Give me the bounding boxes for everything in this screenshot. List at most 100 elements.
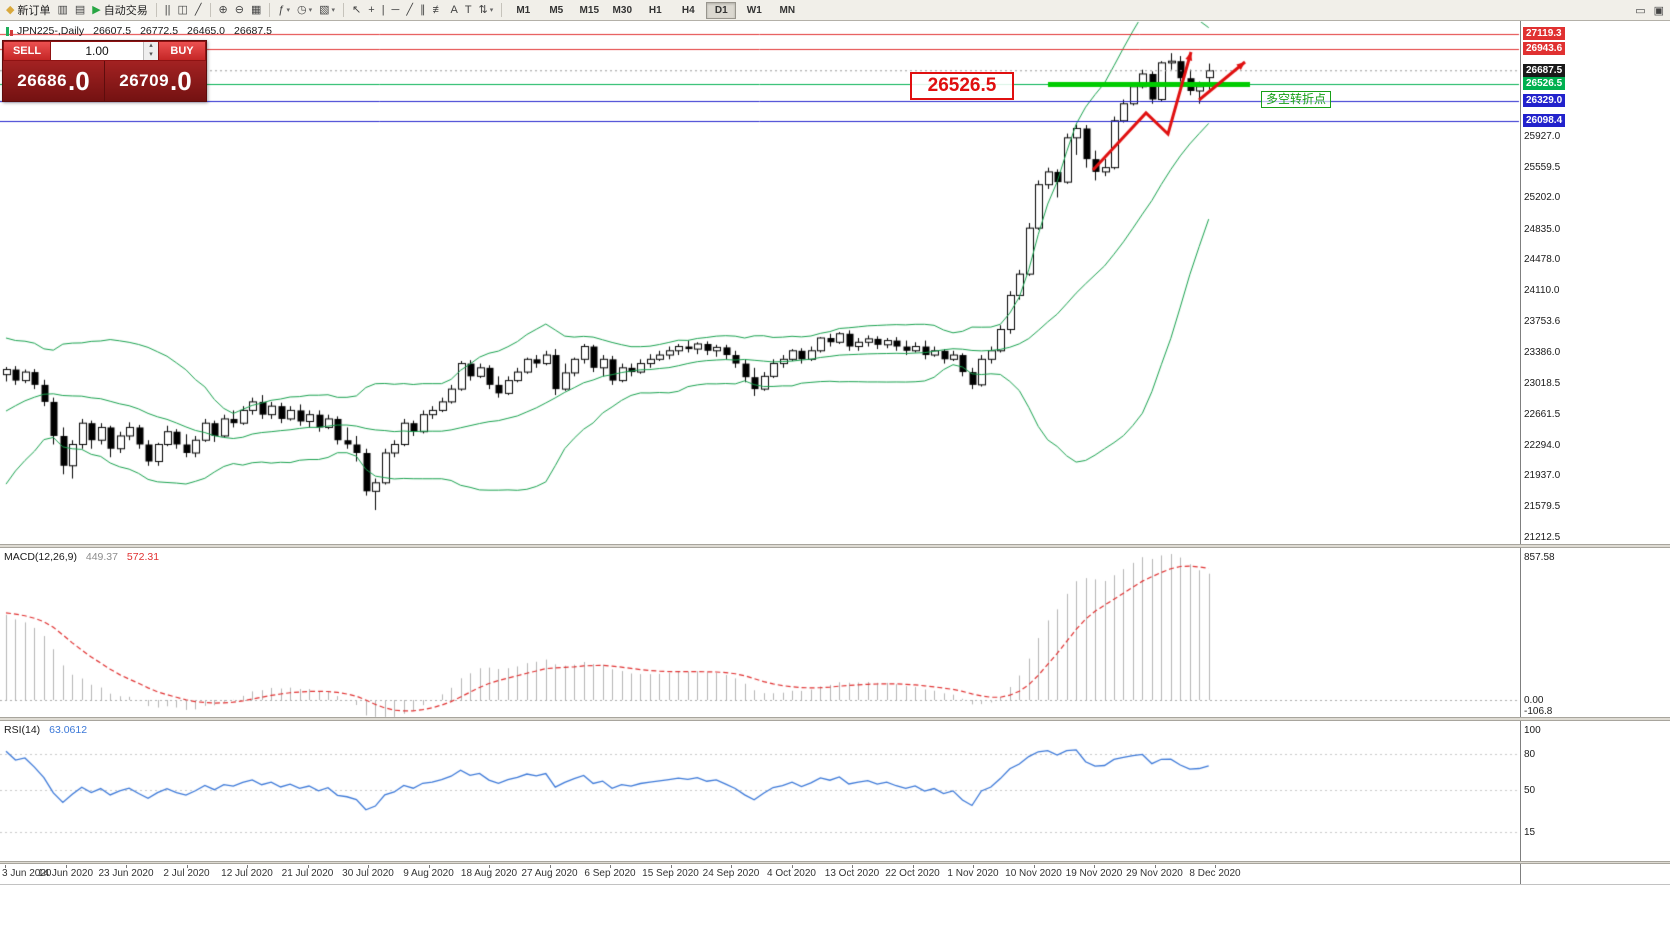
- price-axis-label: 25927.0: [1524, 130, 1561, 142]
- new-order-button-glyph: ◆: [6, 3, 15, 16]
- crosshair-icon[interactable]: +: [365, 2, 377, 19]
- date-axis-label: 3 Jun 2020: [2, 868, 52, 879]
- price-level-badge: 26098.4: [1523, 113, 1566, 127]
- dropdown-arrow-icon[interactable]: ▾: [331, 7, 336, 14]
- periods-icon[interactable]: ◷ ▾: [294, 2, 315, 19]
- auto-scroll-icon[interactable]: ▣: [1653, 4, 1664, 17]
- timeframe-m1[interactable]: M1: [516, 4, 531, 16]
- rsi-axis-label: 80: [1524, 749, 1536, 760]
- trendline-icon-glyph: ╱: [406, 3, 413, 16]
- rsi-value: 63.0612: [49, 724, 88, 736]
- date-tick: [307, 865, 309, 868]
- templates-icon[interactable]: ▧ ▾: [316, 2, 338, 19]
- zoom-in-icon-glyph: ⊕: [218, 3, 228, 16]
- volume-value[interactable]: 1.00: [85, 44, 109, 58]
- arrows-icon[interactable]: ⇅ ▾: [476, 2, 497, 19]
- arrows-icon-glyph: ⇅: [478, 3, 488, 16]
- macd-axis-label: 857.58: [1524, 552, 1555, 563]
- profiles-icon[interactable]: ▤: [72, 2, 88, 19]
- zoom-out-icon[interactable]: ⊖: [232, 2, 247, 19]
- tile-windows-icon[interactable]: ▦: [248, 2, 264, 19]
- text-icon-glyph: A: [450, 3, 458, 16]
- sell-price[interactable]: 26686 .0: [3, 61, 104, 101]
- macd-signal-value: 572.31: [126, 551, 160, 563]
- macd-name: MACD(12,26,9): [4, 551, 77, 563]
- rsi-axis-label: 15: [1524, 827, 1536, 838]
- rsi-splitter[interactable]: [0, 717, 1670, 721]
- date-tick: [428, 865, 430, 868]
- toolbar-separator: [155, 3, 157, 17]
- date-axis-label: 8 Dec 2020: [1189, 868, 1241, 879]
- timeframe-m5[interactable]: M5: [549, 4, 564, 16]
- candlestick-mode-icon[interactable]: ◫: [174, 2, 190, 19]
- date-tick: [791, 865, 793, 868]
- timeframe-h4[interactable]: H4: [681, 4, 695, 16]
- trade-panel-prices: 26686 .0 26709 .0: [3, 61, 206, 101]
- text-icon[interactable]: A: [447, 2, 460, 19]
- date-tick: [1215, 865, 1216, 868]
- date-axis-label: 6 Sep 2020: [584, 868, 636, 879]
- bar-chart-mode-icon[interactable]: ||: [162, 2, 174, 19]
- channel-icon[interactable]: ∥: [417, 2, 429, 19]
- volume-increase-button[interactable]: ▴: [144, 42, 158, 51]
- timeframe-w1[interactable]: W1: [746, 4, 762, 16]
- date-tick: [549, 865, 551, 868]
- price-axis-label: 25202.0: [1524, 192, 1561, 204]
- buy-price-main: 26709: [119, 71, 170, 90]
- price-axis-label: 24835.0: [1524, 223, 1561, 235]
- sell-button[interactable]: SELL: [3, 41, 51, 61]
- price-level-badge: 26526.5: [1523, 77, 1566, 91]
- tile-windows-icon-glyph: ▦: [250, 3, 262, 16]
- date-tick: [126, 865, 127, 868]
- indicators-icon[interactable]: ƒ ▾: [275, 2, 293, 19]
- date-axis-label: 19 Nov 2020: [1065, 868, 1123, 879]
- volume-field[interactable]: 1.00 ▴ ▾: [51, 41, 158, 61]
- macd-label: MACD(12,26,9) 449.37 572.31: [4, 551, 159, 563]
- turning-point-note[interactable]: 多空转折点: [1261, 91, 1332, 108]
- date-tick: [368, 865, 369, 868]
- vertical-line-icon[interactable]: |: [379, 2, 388, 19]
- date-tick: [247, 865, 248, 868]
- price-level-badge: 26943.6: [1523, 41, 1566, 55]
- date-tick: [852, 865, 853, 868]
- autotrade-button[interactable]: ▶ 自动交易: [89, 2, 150, 19]
- ohlc-low: 26465.0: [187, 25, 226, 37]
- zoom-in-icon[interactable]: ⊕: [216, 2, 231, 19]
- dropdown-arrow-icon[interactable]: ▾: [308, 7, 313, 14]
- date-tick: [186, 865, 188, 868]
- price-level-badge: 27119.3: [1523, 26, 1565, 40]
- trendline-icon[interactable]: ╱: [403, 2, 416, 19]
- toolbar-separator: [209, 3, 211, 17]
- date-tick: [1094, 865, 1095, 868]
- volume-stepper: ▴ ▾: [143, 42, 158, 60]
- rsi-axis-label: 100: [1524, 725, 1541, 736]
- charts-window-icon[interactable]: ▥: [54, 2, 70, 19]
- timeframe-m30[interactable]: M30: [612, 4, 632, 16]
- fibonacci-icon[interactable]: ≢: [429, 2, 446, 19]
- line-chart-mode-icon-glyph: ╱: [194, 3, 202, 16]
- price-callout-label[interactable]: 26526.5: [910, 72, 1014, 100]
- dropdown-arrow-icon[interactable]: ▾: [286, 7, 290, 14]
- date-axis-splitter: [0, 861, 1670, 864]
- label-icon[interactable]: T: [462, 2, 475, 19]
- date-axis-label: 24 Sep 2020: [702, 868, 760, 879]
- volume-decrease-button[interactable]: ▾: [144, 51, 158, 60]
- ohlc-high: 26772.5: [140, 25, 179, 37]
- timeframe-m15[interactable]: M15: [579, 4, 599, 16]
- line-chart-mode-icon[interactable]: ╱: [192, 2, 205, 19]
- buy-button[interactable]: BUY: [158, 41, 206, 61]
- macd-axis-label: -106.8: [1524, 706, 1553, 717]
- dropdown-arrow-icon[interactable]: ▾: [489, 7, 494, 14]
- timeframe-h1[interactable]: H1: [648, 4, 662, 16]
- timeframe-d1[interactable]: D1: [706, 1, 737, 19]
- chart-shift-icon[interactable]: ▭: [1635, 4, 1646, 17]
- timeframe-mn[interactable]: MN: [779, 4, 796, 16]
- cursor-icon[interactable]: ↖: [349, 2, 364, 19]
- zoom-out-icon-glyph: ⊖: [234, 3, 244, 16]
- buy-price[interactable]: 26709 .0: [105, 61, 206, 101]
- new-order-button[interactable]: ◆ 新订单: [3, 2, 53, 19]
- horizontal-line-icon[interactable]: ─: [389, 2, 403, 19]
- macd-splitter[interactable]: [0, 544, 1670, 548]
- price-axis[interactable]: 25927.0 25559.5 25202.0 24835.0 24478.0 24110…: [1520, 21, 1670, 884]
